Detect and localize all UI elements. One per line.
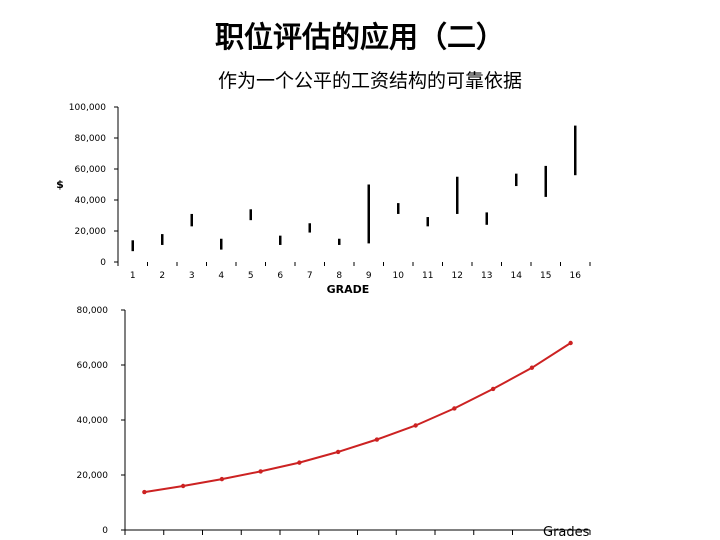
chart2-point	[142, 489, 147, 495]
chart1-range-bar	[397, 203, 400, 214]
chart1-x-tick-label: 3	[189, 271, 195, 281]
chart1-y-tick-label: 100,000	[69, 103, 106, 113]
chart1-x-tick-label: 10	[393, 271, 405, 281]
chart2-point	[529, 365, 535, 370]
chart1-x-tick-label: 13	[481, 271, 492, 281]
chart1-x-tick-label: 7	[307, 271, 313, 281]
chart2-point	[452, 406, 457, 411]
chart1-range-bar	[279, 235, 282, 245]
chart1-range-bar	[190, 213, 193, 227]
chart1-x-tick-label: 14	[511, 271, 523, 281]
chart2-x-label: Grades	[543, 525, 590, 540]
chart1-x-tick-label: 2	[159, 271, 165, 281]
chart1-x-tick-label: 4	[218, 271, 224, 281]
chart1-range-bar	[220, 238, 223, 250]
chart1-x-label: GRADE	[327, 283, 370, 296]
chart2-point	[297, 460, 302, 465]
chart1-range-bar	[367, 184, 370, 244]
chart1-y-label: $	[56, 178, 64, 191]
chart1-x-tick-label: 15	[540, 271, 551, 281]
chart1-range-bar	[574, 125, 577, 176]
chart2-point	[335, 449, 341, 455]
chart1-range-bar	[426, 217, 429, 227]
chart1-range-bar	[485, 212, 488, 225]
chart2-point	[490, 386, 496, 392]
chart1-range-bar	[515, 173, 518, 187]
chart2-point	[219, 476, 225, 482]
chart1-x-tick-label: 5	[248, 271, 254, 281]
chart1-x-tick-label: 6	[277, 271, 283, 281]
chart1-x-tick-label: 9	[366, 271, 372, 281]
chart1-x-tick-label: 1	[130, 271, 136, 281]
chart2-point	[413, 423, 418, 428]
chart2-y-tick-label: 20,000	[77, 471, 109, 481]
chart1-y-tick-label: 80,000	[75, 134, 107, 144]
chart1-range-bar	[308, 223, 311, 233]
chart1-x-tick-label: 12	[452, 271, 463, 281]
chart2-y-tick-label: 60,000	[77, 361, 109, 371]
chart1-range-bar	[338, 238, 341, 245]
chart1-x-tick-label: 16	[570, 271, 582, 281]
chart1-range-bar	[249, 209, 252, 221]
chart1-range-bar	[544, 165, 547, 197]
chart2-point	[374, 437, 380, 442]
chart1-x-tick-label: 11	[422, 271, 433, 281]
chart1-x-tick-label: 8	[336, 271, 342, 281]
chart1-range-bar	[131, 240, 134, 252]
chart2-salary-line	[144, 342, 572, 494]
chart1-range-bar	[456, 176, 459, 214]
chart2-point	[258, 469, 263, 474]
chart2-y-tick-label: 80,000	[77, 306, 109, 316]
page-title: 职位评估的应用（二）	[214, 20, 505, 54]
chart1-y-tick-label: 20,000	[75, 227, 107, 237]
chart2-y-tick-label: 0	[102, 526, 108, 536]
chart1-range-bar	[161, 234, 164, 245]
chart2-point	[180, 483, 186, 489]
chart1-y-tick-label: 40,000	[75, 196, 107, 206]
chart2-point	[568, 340, 573, 346]
chart1-y-tick-label: 60,000	[75, 165, 107, 175]
chart1-y-tick-label: 0	[100, 258, 106, 268]
page-subtitle: 作为一个公平的工资结构的可靠依据	[217, 70, 522, 92]
chart2-y-tick-label: 40,000	[77, 416, 109, 426]
